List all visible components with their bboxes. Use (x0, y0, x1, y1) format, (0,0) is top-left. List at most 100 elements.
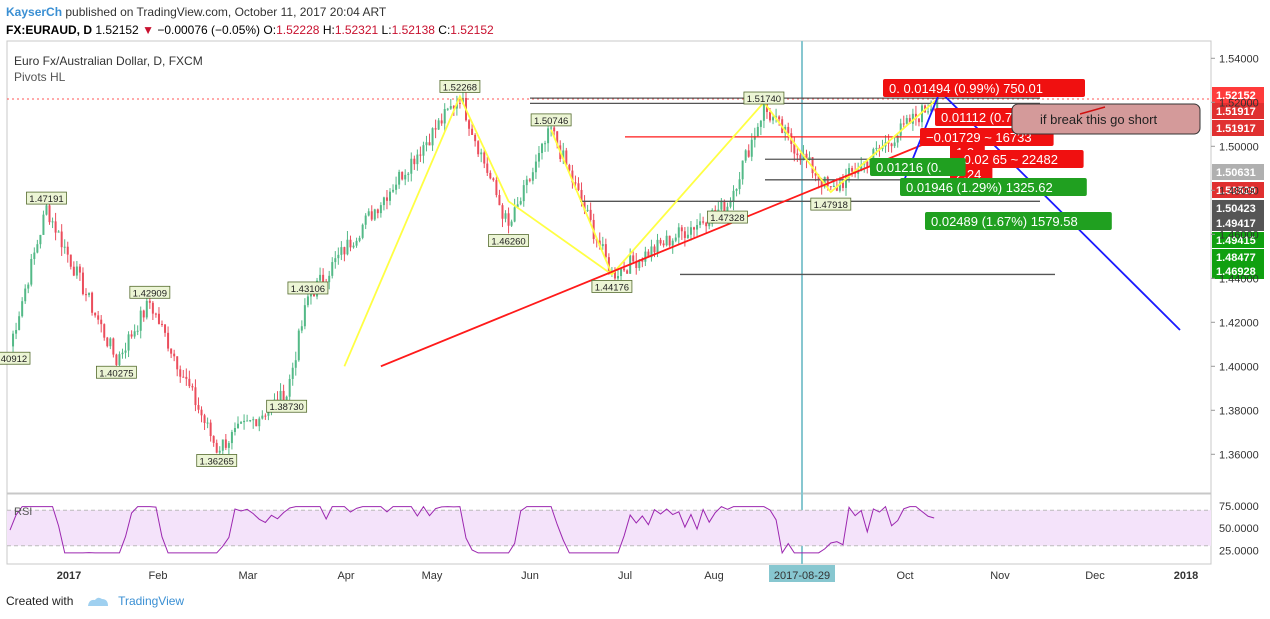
candle-body (291, 367, 294, 379)
candle-body (562, 150, 565, 160)
candle-body (762, 103, 765, 121)
candle-body (759, 120, 762, 127)
pivot-label-box (26, 191, 67, 205)
candle-body (218, 450, 221, 453)
close-label: C: (438, 23, 451, 37)
pivot-label: 1.52268 (443, 82, 477, 93)
candle-body (747, 150, 750, 157)
candle-body (720, 201, 723, 210)
x-tick-label: Nov (990, 570, 1010, 582)
pivot-label: 1.42909 (133, 288, 167, 299)
candle-body (556, 131, 559, 146)
candle-body (33, 252, 36, 259)
candle-body (583, 202, 586, 211)
candle-body (528, 179, 531, 181)
candle-body (857, 171, 860, 174)
candle-body (331, 262, 334, 276)
measure-label-box (925, 212, 1112, 230)
candle-body (589, 209, 592, 220)
x-tick-label: May (422, 570, 443, 582)
candle-body (765, 103, 768, 112)
candle-body (255, 419, 258, 427)
candle-body (814, 173, 817, 176)
y-tick-label: 1.48000 (1219, 185, 1259, 197)
pivot-label-box (287, 281, 329, 295)
author-name[interactable]: KayserCh (6, 5, 63, 19)
candle-body (358, 237, 361, 241)
candle-body (820, 179, 823, 187)
pivot-label: 1.47191 (29, 194, 63, 205)
candle-body (395, 184, 398, 190)
candle-body (407, 173, 410, 175)
candle-body (635, 261, 638, 269)
candle-body (349, 239, 352, 248)
candle-body (419, 154, 422, 156)
candle-body (705, 222, 708, 227)
chart-title: Euro Fx/Australian Dollar, D, FXCM (14, 54, 203, 68)
pivot-label: 1.36265 (200, 456, 234, 467)
candle-body (656, 239, 659, 253)
candle-body (832, 185, 835, 187)
candle-body (118, 354, 121, 365)
candle-body (735, 189, 738, 191)
candle-body (130, 334, 133, 337)
candle-body (246, 420, 249, 422)
candle-body (203, 415, 206, 423)
pivot-label: 1.44176 (595, 282, 629, 293)
candle-body (741, 160, 744, 180)
measure-label-box (900, 178, 1087, 196)
price-axis-label-box (1212, 200, 1264, 216)
candle-body (352, 245, 355, 248)
candle-body (513, 207, 516, 222)
pivot-label-box (530, 113, 572, 127)
candle-body (477, 141, 480, 155)
candle-body (385, 197, 388, 201)
candle-body (328, 275, 331, 283)
candle-body (653, 246, 656, 253)
pivot-label: 1.43106 (291, 284, 325, 295)
candle-body (699, 221, 702, 226)
candle-body (258, 418, 261, 427)
symbol-header: FX:EURAUD, D 1.52152 ▼ −0.00076 (−0.05%)… (6, 23, 494, 37)
measure-label: 0.02489 (1.67%) 1579.58 (931, 214, 1078, 229)
candle-body (802, 153, 805, 161)
x-tick-label: Jul (618, 570, 632, 582)
candle-body (866, 161, 869, 167)
candle-body (106, 337, 109, 347)
price-axis-label: 1.50423 (1216, 203, 1256, 215)
candle-body (887, 142, 890, 144)
price-axis-label: 1.48477 (1216, 252, 1256, 264)
candle-body (182, 376, 185, 378)
x-tick-label: 2017-08-29 (774, 570, 830, 582)
rsi-tick-label: 25.0000 (1219, 545, 1259, 557)
candle-body (805, 153, 808, 160)
candle-body (139, 310, 142, 331)
candle-body (905, 118, 908, 124)
candle-body (927, 111, 930, 113)
candle-body (917, 118, 920, 123)
candle-body (860, 164, 863, 172)
candle-body (778, 116, 781, 120)
y-tick-label: 1.44000 (1219, 273, 1259, 285)
candle-body (389, 191, 391, 201)
candle-body (659, 239, 662, 244)
candle-body (826, 177, 829, 187)
candle-body (921, 105, 923, 123)
candle-body (157, 313, 160, 324)
candle-body (21, 301, 24, 317)
tradingview-link[interactable]: TradingView (118, 594, 185, 608)
candle-body (845, 175, 847, 188)
y-tick-label: 1.40000 (1219, 361, 1259, 373)
candle-body (54, 221, 57, 233)
candle-body (355, 240, 358, 246)
candle-body (434, 128, 437, 130)
candle-body (127, 334, 130, 351)
candle-body (191, 386, 194, 388)
candle-body (799, 155, 802, 161)
candle-body (617, 276, 619, 279)
candle-body (115, 354, 118, 365)
pivot-label-box (266, 399, 308, 413)
candle-body (27, 284, 30, 289)
